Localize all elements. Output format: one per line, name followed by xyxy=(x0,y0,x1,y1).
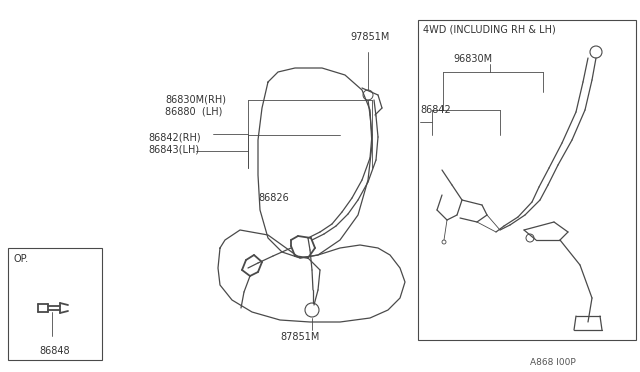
Bar xyxy=(418,20,636,340)
Text: 86880  (LH): 86880 (LH) xyxy=(165,107,222,117)
Text: OP.: OP. xyxy=(14,254,29,264)
Text: 86848: 86848 xyxy=(40,346,70,356)
Text: 4WD (INCLUDING RH & LH): 4WD (INCLUDING RH & LH) xyxy=(423,25,556,35)
Text: 86842(RH): 86842(RH) xyxy=(148,132,200,142)
Text: 86830M(RH): 86830M(RH) xyxy=(165,95,226,105)
Text: 86826: 86826 xyxy=(258,193,289,203)
Text: 86843(LH): 86843(LH) xyxy=(148,144,199,154)
Text: 96830M: 96830M xyxy=(453,54,492,64)
Text: 87851M: 87851M xyxy=(280,332,319,342)
Text: 97851M: 97851M xyxy=(350,32,389,42)
Bar xyxy=(8,248,102,360)
Text: 86842: 86842 xyxy=(420,105,451,115)
Text: A868 I00P: A868 I00P xyxy=(530,358,576,367)
